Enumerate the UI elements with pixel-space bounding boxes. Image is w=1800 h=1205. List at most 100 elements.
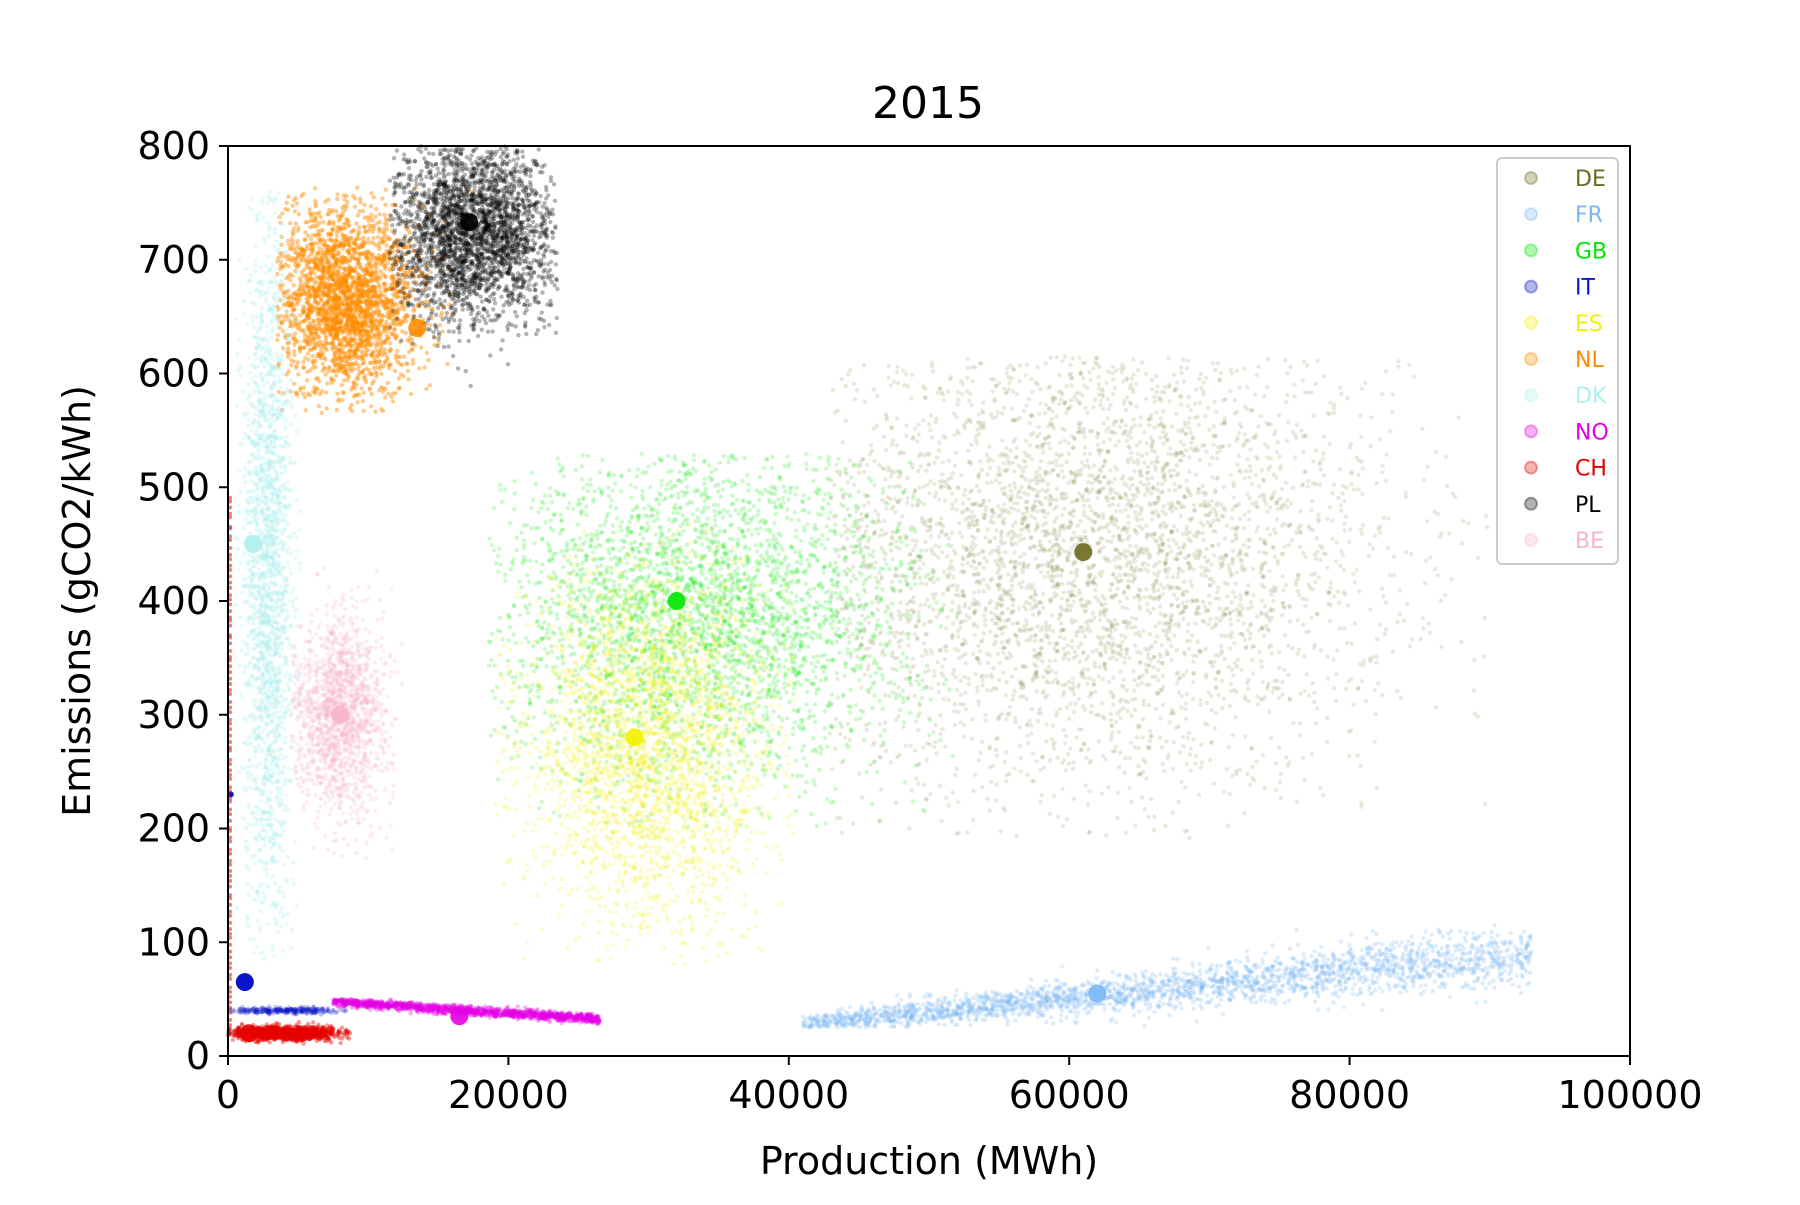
data-point (1328, 585, 1333, 591)
data-point (1021, 693, 1026, 699)
data-point (991, 511, 997, 516)
data-point (993, 633, 998, 638)
data-point (1331, 1000, 1336, 1005)
data-point (1043, 489, 1049, 494)
data-point (1269, 643, 1274, 648)
data-point (890, 650, 895, 655)
data-point (1156, 667, 1161, 673)
data-point (894, 539, 899, 544)
data-point (1108, 711, 1114, 717)
data-point (1064, 459, 1069, 465)
data-point (1124, 651, 1129, 656)
data-point (1127, 572, 1132, 578)
data-point (1037, 542, 1042, 548)
data-point (1300, 378, 1305, 383)
data-point (1052, 519, 1057, 524)
data-point (874, 423, 879, 428)
data-point (1098, 640, 1104, 645)
data-point (1062, 690, 1067, 695)
data-point (1383, 600, 1388, 605)
data-point (1123, 572, 1128, 577)
data-point (1248, 600, 1254, 605)
data-point (1014, 559, 1019, 565)
data-point (1320, 545, 1325, 551)
data-point (950, 632, 956, 637)
data-point (1122, 548, 1128, 553)
data-point (1265, 356, 1271, 361)
data-point (975, 689, 980, 694)
data-point (888, 425, 894, 430)
data-point (1181, 593, 1186, 598)
data-point (895, 380, 901, 386)
data-point (1124, 625, 1130, 630)
data-point (1066, 657, 1072, 662)
data-point (1191, 680, 1196, 685)
data-point (872, 483, 877, 488)
data-point (1085, 463, 1090, 468)
data-point (1095, 442, 1101, 447)
data-point (842, 735, 848, 740)
data-point (1154, 410, 1160, 415)
data-point (1141, 702, 1146, 707)
data-point (1324, 565, 1330, 570)
data-point (1134, 485, 1140, 491)
data-point (904, 423, 909, 428)
data-point (1227, 646, 1233, 651)
data-point (1015, 501, 1020, 506)
data-point (851, 573, 856, 578)
data-point (1390, 392, 1395, 397)
data-point (1176, 545, 1182, 550)
data-point (933, 740, 938, 745)
data-point (1359, 954, 1364, 959)
data-point (1144, 776, 1149, 781)
data-point (995, 651, 1001, 656)
data-point (1106, 369, 1111, 374)
data-point (928, 524, 933, 529)
data-point (1076, 727, 1082, 732)
data-point (1367, 542, 1372, 547)
data-point (1263, 501, 1269, 506)
data-point (1070, 376, 1075, 381)
data-point (833, 716, 839, 722)
data-point (1216, 596, 1221, 601)
data-point (1028, 723, 1034, 728)
chart-title: 2015 (872, 78, 984, 129)
data-point (945, 614, 950, 620)
data-point (1159, 687, 1165, 693)
data-point (1427, 630, 1433, 635)
data-point (964, 547, 969, 552)
data-point (1233, 527, 1239, 532)
data-point (1011, 439, 1016, 444)
data-point (1325, 1007, 1331, 1012)
data-point (1027, 637, 1033, 643)
data-point (1153, 624, 1158, 629)
data-point (1172, 524, 1177, 529)
data-point (1079, 596, 1085, 602)
data-point (950, 790, 955, 795)
data-point (1070, 766, 1076, 771)
data-point (1146, 551, 1151, 557)
data-point (1169, 473, 1174, 478)
data-point (1212, 623, 1218, 629)
data-point (1242, 568, 1247, 573)
data-point (1065, 557, 1070, 563)
data-point (1129, 615, 1135, 621)
data-point (1272, 554, 1278, 559)
data-point (1330, 491, 1335, 496)
data-point (1111, 534, 1116, 539)
data-point (1127, 785, 1132, 791)
data-point (965, 356, 970, 361)
data-point (1456, 415, 1461, 420)
data-point (1085, 489, 1090, 494)
data-point (960, 555, 965, 561)
data-point (852, 482, 857, 487)
data-point (1161, 504, 1166, 509)
data-point (1061, 646, 1066, 651)
data-point (909, 396, 914, 401)
data-point (1098, 636, 1103, 641)
data-point (861, 457, 866, 462)
data-point (1359, 459, 1364, 464)
data-point (1208, 509, 1214, 515)
data-point (1158, 972, 1163, 977)
